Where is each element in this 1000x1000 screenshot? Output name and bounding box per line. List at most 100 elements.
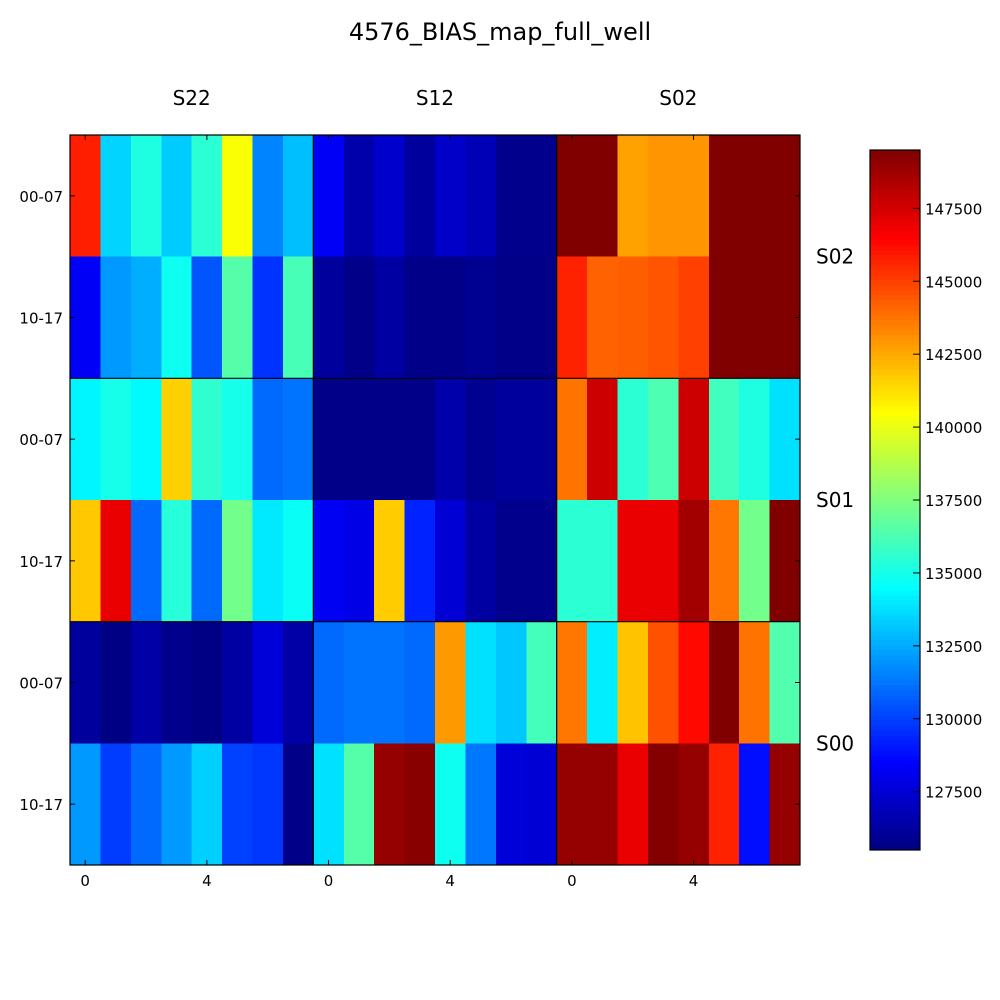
heatmap-cell: [739, 135, 771, 258]
colorbar-segment: [870, 445, 920, 451]
heatmap-cell: [617, 256, 649, 379]
heatmap-cell: [708, 256, 740, 379]
heatmap-cell: [161, 135, 193, 258]
heatmap-cell: [374, 135, 406, 258]
colorbar-segment: [870, 165, 920, 171]
colorbar-segment: [870, 150, 920, 156]
colorbar-segment: [870, 175, 920, 181]
colorbar-segment: [870, 375, 920, 381]
heatmap-cell: [435, 500, 467, 623]
colorbar-segment: [870, 160, 920, 166]
colorbar-segment: [870, 845, 920, 851]
colorbar-segment: [870, 550, 920, 556]
heatmap-cell: [130, 743, 162, 866]
colorbar-segment: [870, 355, 920, 361]
column-group-label: S22: [173, 86, 211, 110]
heatmap-cell: [647, 256, 679, 379]
colorbar-segment: [870, 790, 920, 796]
colorbar-segment: [870, 635, 920, 641]
heatmap-cell: [647, 378, 679, 501]
colorbar-segment: [870, 330, 920, 336]
heatmap-cell: [161, 256, 193, 379]
heatmap-cell: [191, 621, 223, 744]
heatmap-cell: [678, 256, 710, 379]
colorbar-segment: [870, 180, 920, 186]
heatmap-cell: [647, 743, 679, 866]
colorbar-segment: [870, 190, 920, 196]
heatmap-cell: [404, 500, 436, 623]
colorbar-segment: [870, 480, 920, 486]
heatmap-cell: [282, 500, 314, 623]
heatmap-cell: [374, 500, 406, 623]
heatmap-cell: [435, 378, 467, 501]
heatmap-cell: [435, 256, 467, 379]
colorbar-segment: [870, 470, 920, 476]
colorbar-segment: [870, 625, 920, 631]
heatmap-cell: [708, 743, 740, 866]
colorbar-segment: [870, 225, 920, 231]
colorbar-segment: [870, 425, 920, 431]
colorbar-segment: [870, 760, 920, 766]
heatmap-cell: [70, 621, 102, 744]
heatmap-cell: [313, 135, 345, 258]
colorbar-segment: [870, 295, 920, 301]
x-tick-label: 0: [567, 872, 577, 890]
colorbar-segment: [870, 205, 920, 211]
x-tick-label: 4: [689, 872, 699, 890]
heatmap-cell: [130, 621, 162, 744]
heatmap-cell: [587, 500, 619, 623]
heatmap-cell: [191, 256, 223, 379]
colorbar-segment: [870, 805, 920, 811]
heatmap-cell: [708, 135, 740, 258]
colorbar-segment: [870, 800, 920, 806]
heatmap-cell: [343, 621, 375, 744]
colorbar-segment: [870, 460, 920, 466]
heatmap-cell: [130, 378, 162, 501]
colorbar-segment: [870, 785, 920, 791]
heatmap-cell: [282, 743, 314, 866]
colorbar-segment: [870, 515, 920, 521]
colorbar-segment: [870, 575, 920, 581]
heatmap-cell: [100, 256, 132, 379]
column-group-label: S02: [659, 86, 697, 110]
colorbar-segment: [870, 385, 920, 391]
heatmap-cell: [404, 621, 436, 744]
colorbar-segment: [870, 595, 920, 601]
colorbar-segment: [870, 335, 920, 341]
heatmap-cell: [70, 135, 102, 258]
colorbar-segment: [870, 280, 920, 286]
colorbar-segment: [870, 695, 920, 701]
heatmap-cell: [343, 256, 375, 379]
row-label: 00-07: [19, 188, 63, 206]
colorbar-segment: [870, 600, 920, 606]
colorbar-segment: [870, 185, 920, 191]
heatmap-cell: [222, 135, 254, 258]
colorbar-tick-label: 137500: [925, 492, 982, 510]
colorbar-segment: [870, 540, 920, 546]
heatmap-cell: [70, 378, 102, 501]
heatmap-cell: [617, 378, 649, 501]
colorbar-segment: [870, 250, 920, 256]
heatmap-cell: [70, 500, 102, 623]
heatmap-cell: [556, 378, 588, 501]
heatmap-cell: [617, 621, 649, 744]
heatmap-cell: [495, 378, 527, 501]
colorbar-segment: [870, 310, 920, 316]
heatmap-cell: [70, 256, 102, 379]
heatmap-cell: [313, 500, 345, 623]
colorbar-segment: [870, 410, 920, 416]
heatmap-cell: [739, 743, 771, 866]
colorbar-segment: [870, 430, 920, 436]
colorbar-tick-label: 145000: [925, 273, 982, 291]
heatmap-cell: [100, 135, 132, 258]
colorbar-tick-label: 132500: [925, 638, 982, 656]
colorbar-segment: [870, 465, 920, 471]
row-label: 10-17: [19, 310, 63, 328]
colorbar-segment: [870, 260, 920, 266]
colorbar-segment: [870, 825, 920, 831]
colorbar-segment: [870, 495, 920, 501]
heatmap-cell: [252, 378, 284, 501]
heatmap-cell: [222, 378, 254, 501]
colorbar-segment: [870, 220, 920, 226]
colorbar-segment: [870, 380, 920, 386]
